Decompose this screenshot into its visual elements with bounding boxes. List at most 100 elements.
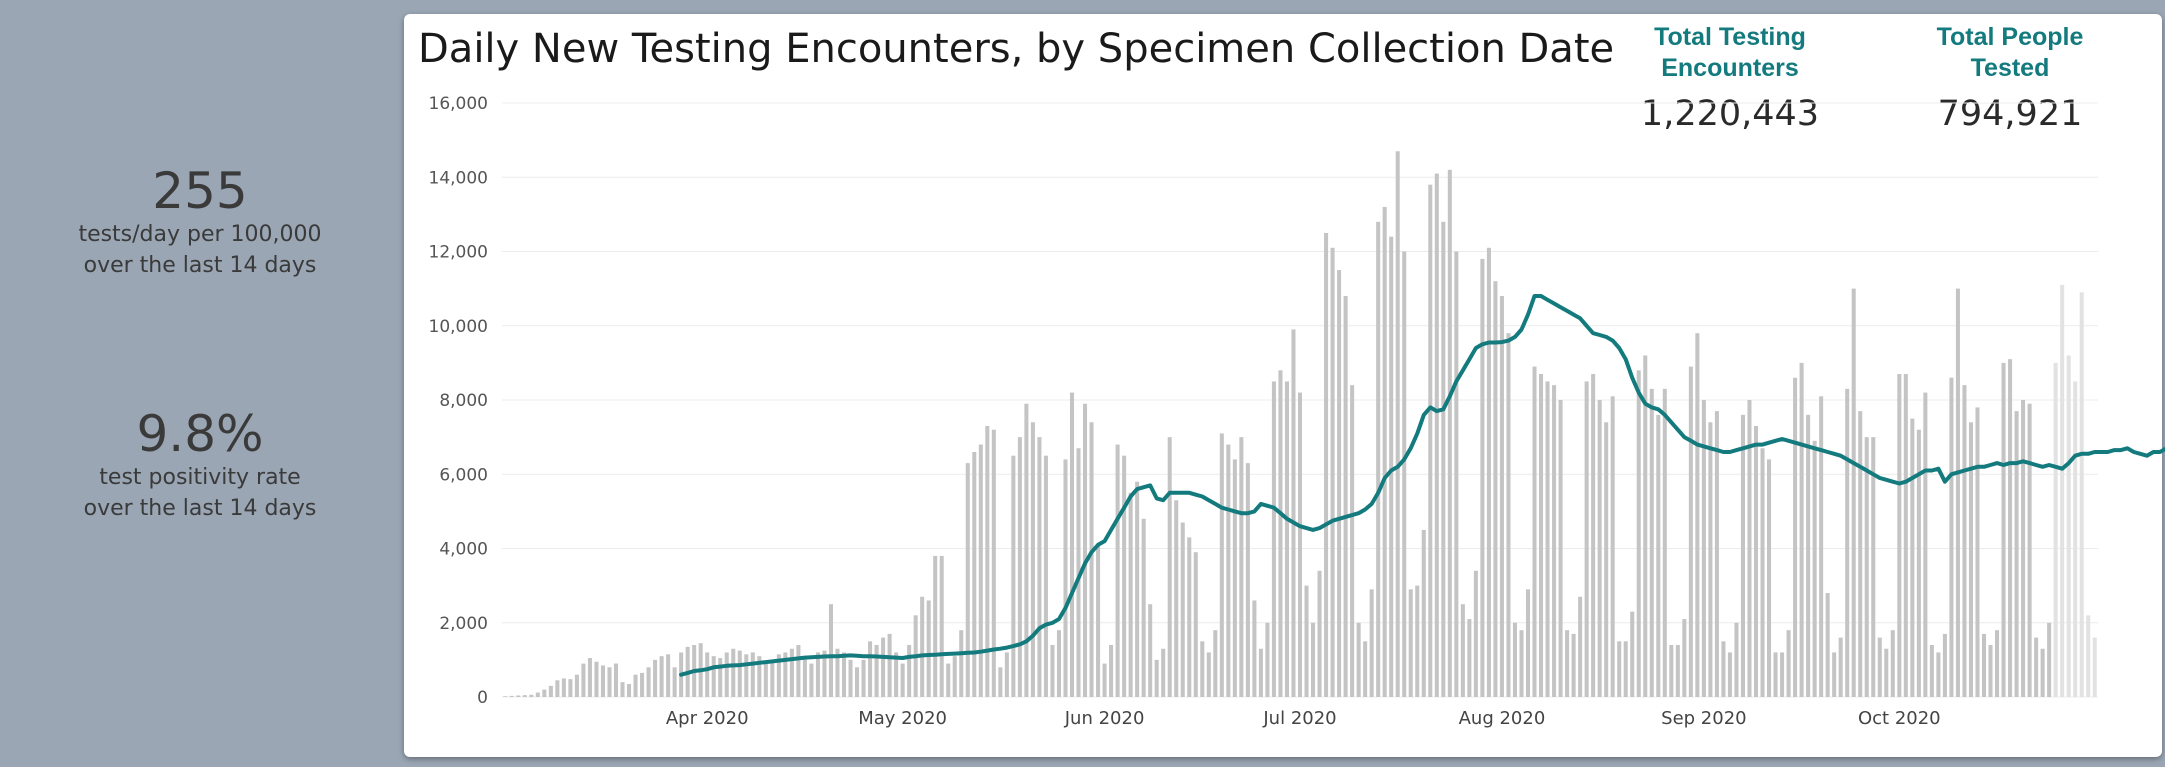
bar (1767, 459, 1772, 697)
bar (1877, 637, 1882, 697)
bar (848, 659, 853, 697)
bar (737, 650, 742, 697)
bar (1011, 455, 1016, 697)
bar (1284, 381, 1289, 697)
bar (1812, 440, 1817, 697)
bar (1141, 518, 1146, 697)
bar (568, 679, 573, 697)
x-tick-label: Apr 2020 (666, 708, 749, 729)
bar (1376, 221, 1381, 698)
bar (1343, 296, 1348, 697)
bar (1167, 437, 1172, 697)
bar (1682, 619, 1687, 697)
bar (1499, 296, 1504, 697)
bar (1545, 381, 1550, 697)
bar (1851, 288, 1856, 697)
bar (2014, 411, 2019, 697)
bar (1584, 381, 1589, 697)
bar (2053, 362, 2058, 697)
bar (1017, 437, 1022, 697)
bar (802, 656, 807, 697)
bar (1408, 589, 1413, 697)
bar (724, 652, 729, 697)
bar (711, 656, 716, 697)
bar (1415, 585, 1420, 697)
bar (1447, 169, 1452, 697)
bar (1030, 422, 1035, 697)
bar (750, 652, 755, 697)
bar (1460, 604, 1465, 697)
bar (1258, 648, 1263, 697)
bar (1350, 385, 1355, 697)
bar (1897, 374, 1902, 697)
bar (1109, 645, 1114, 697)
bar (1597, 400, 1602, 697)
bar (907, 645, 912, 697)
bar (776, 654, 781, 697)
bar (1910, 418, 1915, 697)
bar (1968, 422, 1973, 697)
bar (633, 674, 638, 697)
bar (1421, 529, 1426, 697)
bar (1428, 184, 1433, 698)
bar (1903, 374, 1908, 697)
bar (763, 663, 768, 697)
bar (1473, 570, 1478, 697)
bar (744, 654, 749, 697)
bar (1102, 663, 1107, 697)
y-tick-label: 12,000 (429, 243, 488, 263)
bar (2034, 637, 2039, 697)
bar (1115, 444, 1120, 697)
bar (991, 429, 996, 697)
bar (1083, 403, 1088, 697)
total-testing-encounters: Total Testing Encounters 1,220,443 (1600, 22, 1860, 136)
bar (1096, 544, 1101, 697)
bar (1662, 388, 1667, 697)
bar (1122, 455, 1127, 697)
bar (1154, 659, 1159, 697)
bar (1324, 232, 1329, 697)
bar (2086, 615, 2091, 697)
bar (822, 650, 827, 697)
bar (1773, 652, 1778, 697)
bar (1734, 622, 1739, 697)
y-tick-label: 8,000 (439, 391, 488, 411)
bar (1304, 585, 1309, 697)
bar (587, 658, 592, 697)
bar (503, 696, 508, 697)
bar (783, 652, 788, 697)
bar (939, 555, 944, 697)
bar (789, 648, 794, 697)
bar (933, 555, 938, 697)
bar (1532, 366, 1537, 697)
total-people-tested: Total People Tested 794,921 (1910, 22, 2110, 136)
bar (542, 689, 547, 697)
bar (1135, 481, 1140, 697)
stat-value: 1,220,443 (1640, 94, 1820, 134)
series-line (679, 294, 2165, 677)
bar (1721, 641, 1726, 697)
bar (1955, 288, 1960, 697)
bar (1245, 463, 1250, 697)
bar (1949, 377, 1954, 697)
bar (874, 645, 879, 697)
bar (1213, 630, 1218, 697)
bar (581, 663, 586, 697)
bar (516, 695, 521, 697)
bar (1297, 392, 1303, 697)
stat-label-line2: Encounters (1661, 54, 1799, 82)
bar (1539, 374, 1544, 697)
bar (1760, 448, 1765, 697)
bar (1825, 593, 1830, 697)
bar (1232, 459, 1237, 697)
bar (920, 596, 925, 697)
bar (1571, 633, 1576, 697)
bar (815, 652, 820, 697)
kpi-value: 9.8% (136, 405, 264, 463)
bar (1845, 388, 1850, 697)
bar (1981, 633, 1987, 697)
bar (646, 667, 651, 697)
bar (672, 667, 677, 697)
kpi-tests-per-100k: 255 tests/day per 100,000 over the last … (0, 163, 400, 281)
x-tick-label: Aug 2020 (1459, 708, 1546, 729)
